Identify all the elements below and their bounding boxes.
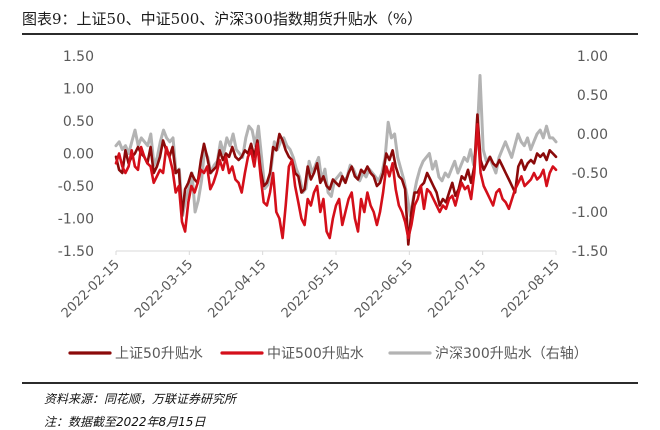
y-left-tick-label: 1.50 bbox=[63, 49, 94, 65]
left-axis-ticks: 1.50 1.00 0.50 0.00 -0.50 -1.00 -1.50 bbox=[58, 49, 94, 260]
x-tick-label: 2022-03-15 bbox=[132, 257, 196, 321]
legend-label-sz50: 上证50升贴水 bbox=[115, 346, 203, 362]
y-right-tick-label: 0.00 bbox=[577, 127, 608, 143]
chart-title: 图表9：上证50、中证500、沪深300指数期货升贴水（%） bbox=[22, 10, 423, 28]
y-right-tick-label: -1.50 bbox=[572, 244, 608, 260]
series-lines bbox=[114, 74, 558, 246]
y-left-tick-label: -1.00 bbox=[58, 212, 94, 228]
y-left-tick-label: -0.50 bbox=[58, 179, 94, 195]
x-tick-label: 2022-06-15 bbox=[352, 257, 416, 321]
y-left-tick-label: 0.00 bbox=[63, 147, 94, 163]
legend: 上证50升贴水 中证500升贴水 沪深300升贴水（右轴） bbox=[68, 346, 588, 362]
x-tick-label: 2022-07-15 bbox=[425, 257, 489, 321]
y-left-tick-label: -1.50 bbox=[58, 244, 94, 260]
y-right-tick-label: -1.00 bbox=[572, 205, 608, 221]
source-note: 资料来源：同花顺，万联证券研究所 bbox=[44, 392, 237, 406]
x-tick-label: 2022-08-15 bbox=[499, 257, 563, 321]
series-line-sz50 bbox=[114, 113, 558, 246]
x-tick-label: 2022-02-15 bbox=[59, 257, 123, 321]
legend-label-zz500: 中证500升贴水 bbox=[267, 346, 364, 362]
y-left-tick-label: 1.00 bbox=[63, 82, 94, 98]
x-axis-ticks: 2022-02-15 2022-03-15 2022-04-15 2022-05-15… bbox=[59, 251, 563, 321]
y-right-tick-label: 0.50 bbox=[577, 88, 608, 104]
series-line-hs300 bbox=[114, 74, 558, 218]
y-left-tick-label: 0.50 bbox=[63, 114, 94, 130]
series-line-zz500 bbox=[114, 123, 558, 240]
right-axis-ticks: 1.00 0.50 0.00 -0.50 -1.00 -1.50 bbox=[572, 49, 608, 260]
date-note: 注：数据截至2022年8月15日 bbox=[44, 415, 206, 429]
title-divider bbox=[22, 33, 638, 35]
y-right-tick-label: -0.50 bbox=[572, 166, 608, 182]
footer-divider bbox=[22, 382, 638, 384]
y-right-tick-label: 1.00 bbox=[577, 49, 608, 65]
x-tick-label: 2022-05-15 bbox=[279, 257, 343, 321]
x-tick-label: 2022-04-15 bbox=[205, 257, 269, 321]
legend-label-hs300: 沪深300升贴水（右轴） bbox=[435, 346, 588, 362]
